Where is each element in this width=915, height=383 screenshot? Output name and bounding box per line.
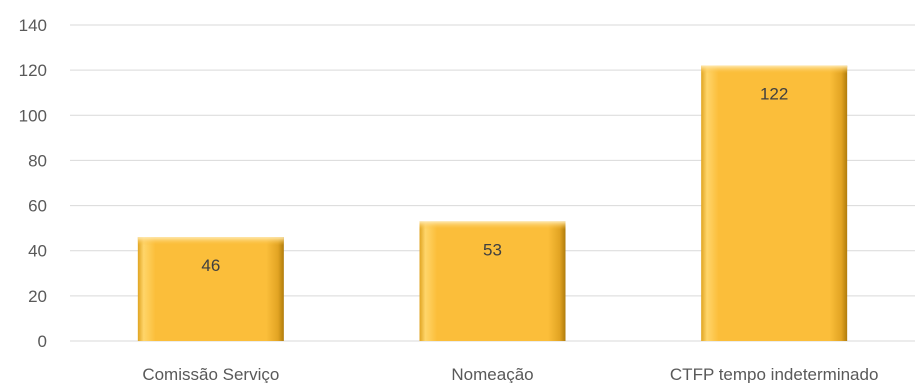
bar (419, 221, 566, 341)
bar-top-highlight (419, 221, 566, 230)
y-tick-label: 100 (19, 106, 47, 125)
bar-top-highlight (701, 65, 848, 74)
y-axis-tick-labels: 0 20 40 60 80 100 120 140 (19, 16, 47, 351)
bars: 46 53 122 (137, 65, 848, 341)
x-category-label: CTFP tempo indeterminado (670, 365, 879, 383)
data-label: 53 (483, 240, 502, 259)
data-label: 122 (760, 85, 788, 104)
x-axis-category-labels: Comissão Serviço Nomeação CTFP tempo indet… (142, 365, 878, 383)
bar (701, 65, 848, 341)
y-tick-label: 20 (28, 287, 47, 306)
y-tick-label: 80 (28, 151, 47, 170)
x-category-label: Comissão Serviço (142, 365, 279, 383)
x-category-label: Nomeação (451, 365, 533, 383)
bar-group: 53 (419, 221, 566, 341)
y-tick-label: 60 (28, 197, 47, 216)
bar-top-highlight (137, 237, 284, 246)
y-tick-label: 140 (19, 16, 47, 35)
y-tick-label: 0 (38, 332, 47, 351)
bar-group: 122 (701, 65, 848, 341)
data-label: 46 (201, 256, 220, 275)
bar (137, 237, 284, 341)
y-tick-label: 40 (28, 242, 47, 261)
y-tick-label: 120 (19, 61, 47, 80)
bar-group: 46 (137, 237, 284, 341)
